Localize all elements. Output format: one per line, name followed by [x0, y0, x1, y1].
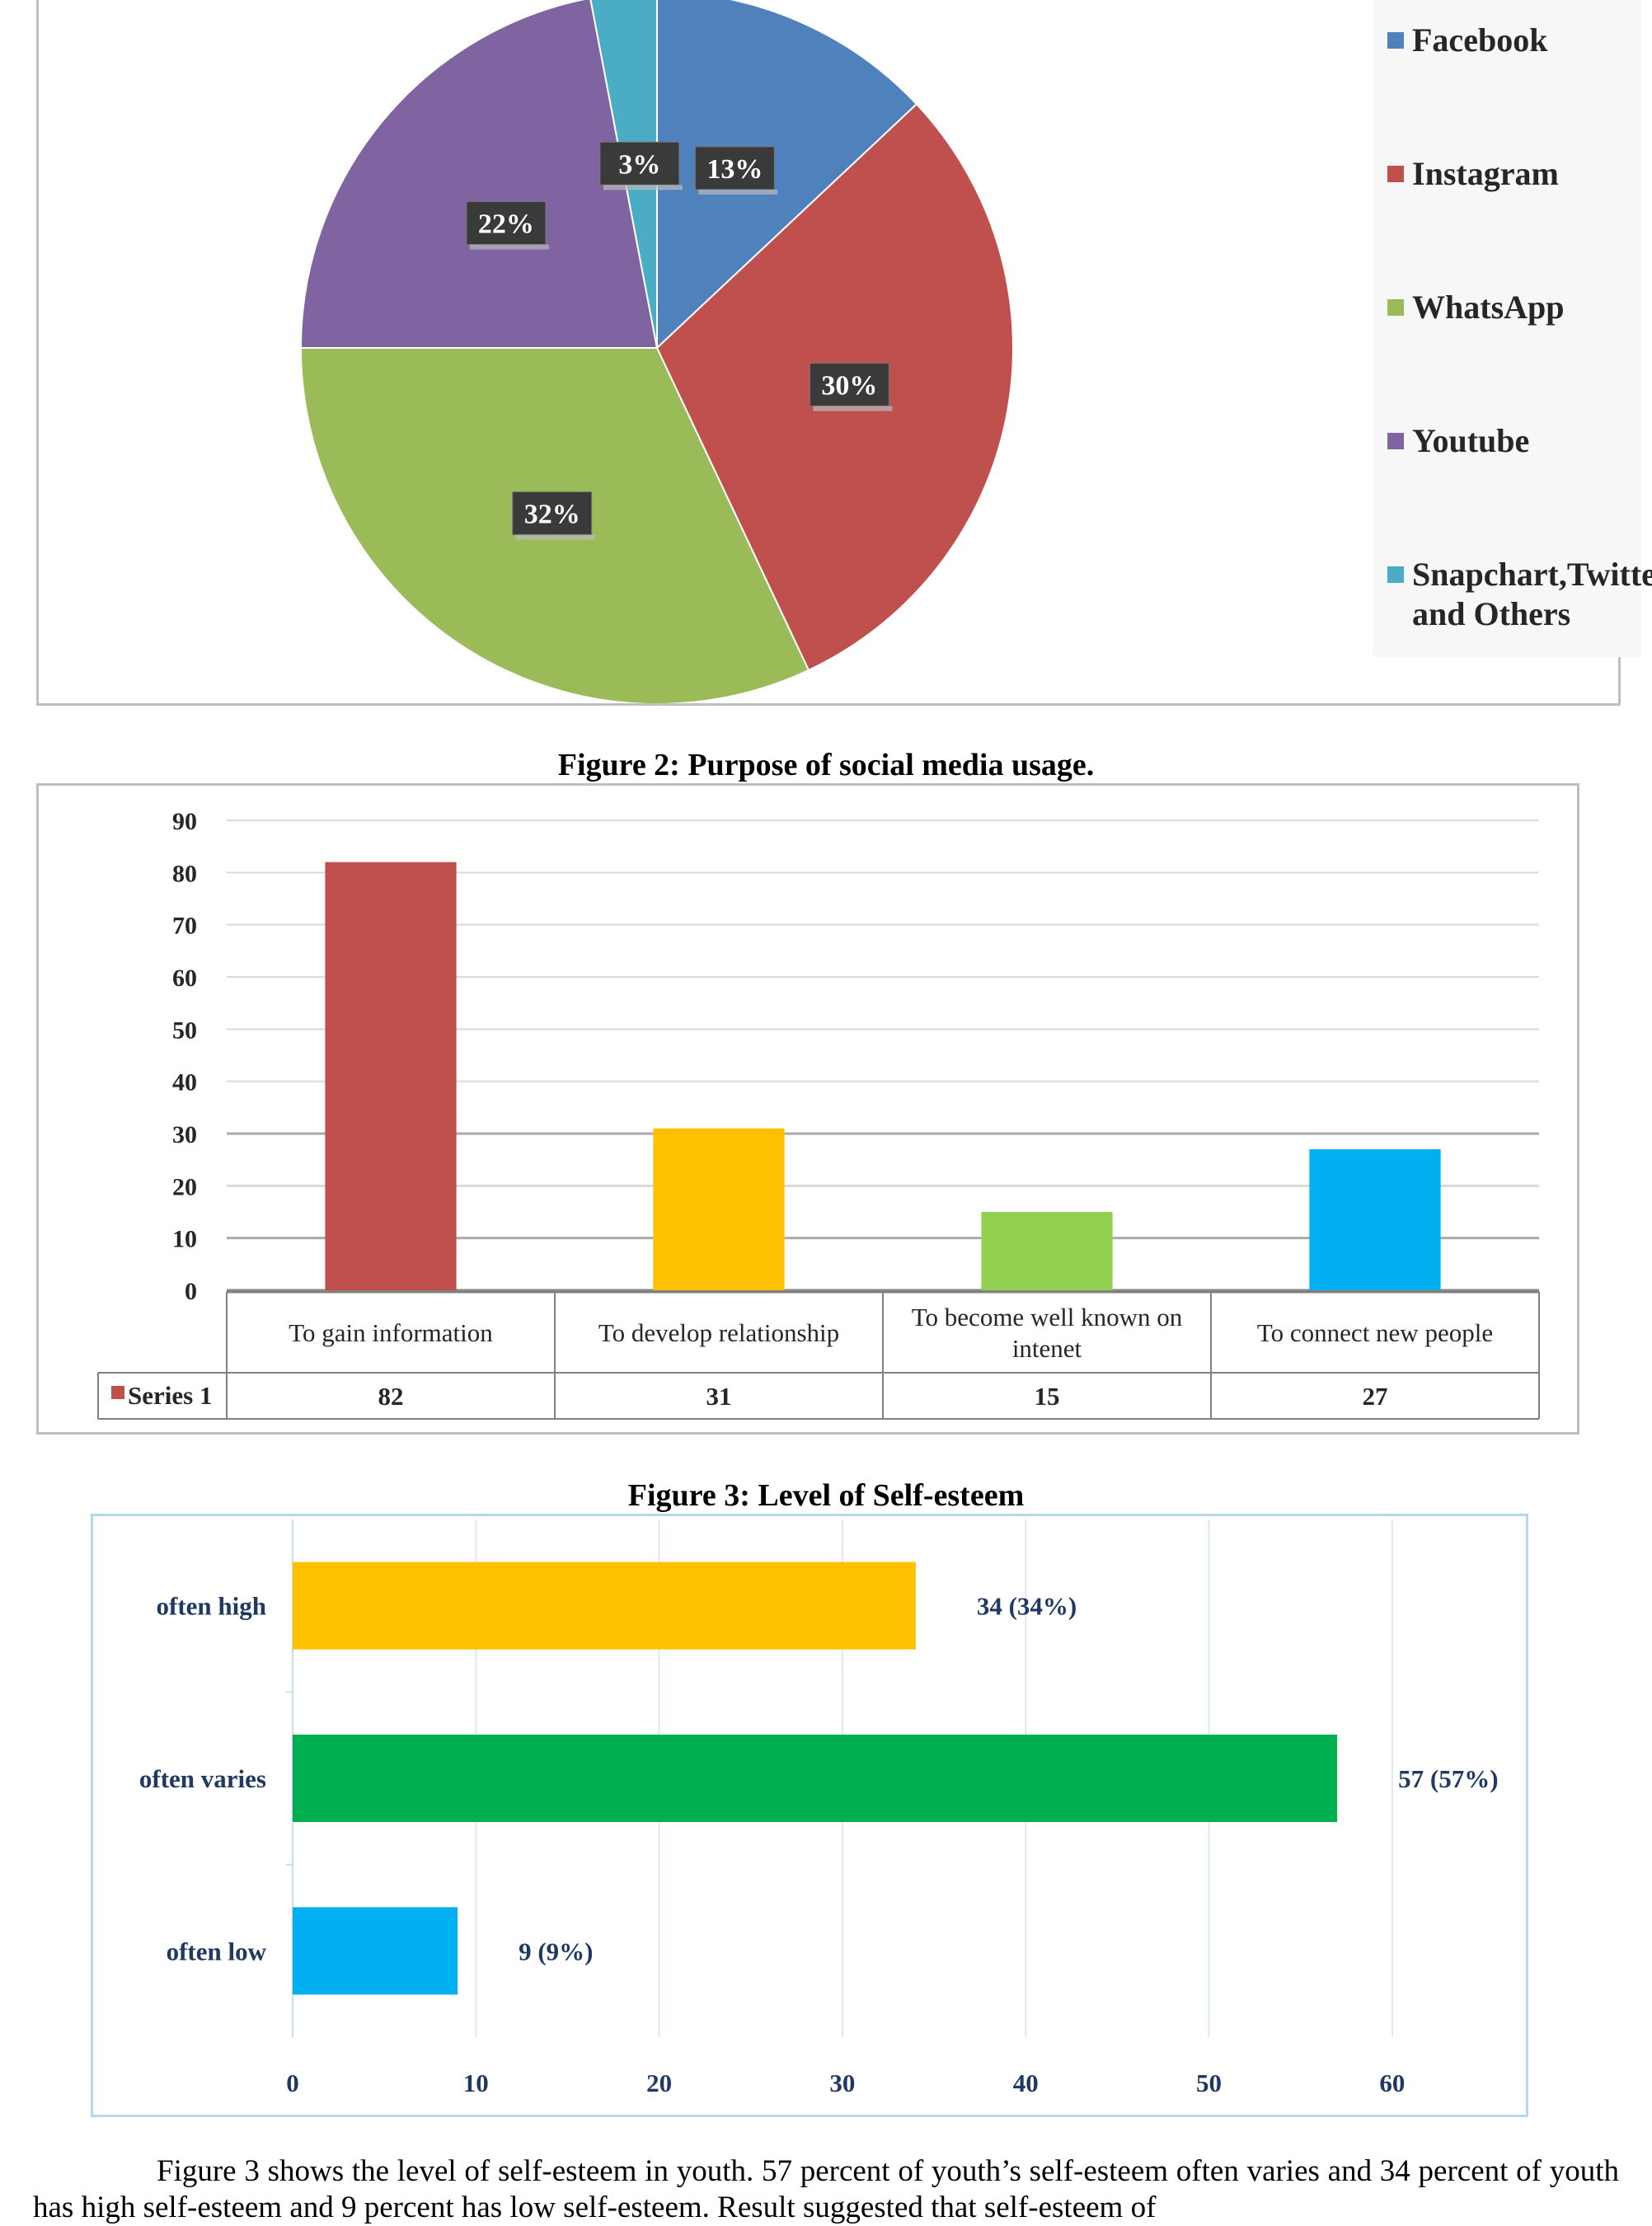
hbar-chart-frame: 0 10 20 30 40 50 60 often high 34 (34%) often var…	[91, 1514, 1528, 2117]
legend-item: WhatsApp	[1387, 288, 1635, 327]
y-tick-label: 30	[172, 1121, 197, 1148]
bar	[293, 1907, 458, 1995]
pie-chart-frame: 13% 30% 32% 22% 3% Facebook Instagram WhatsApp…	[36, 0, 1652, 706]
paragraph-text: Figure 3 shows the level of self-esteem …	[33, 2154, 1619, 2224]
bar	[293, 1561, 916, 1650]
bar	[1309, 1149, 1441, 1290]
bar	[325, 862, 457, 1290]
y-tick-label: 90	[172, 808, 197, 835]
y-tick-label: 70	[172, 913, 197, 940]
legend-item: Snapchart,Twitter and Others	[1387, 555, 1652, 634]
y-tick-label: 80	[172, 860, 197, 887]
legend-item: Facebook	[1387, 21, 1635, 60]
category-label: To develop relationship	[598, 1318, 839, 1347]
category-label: To connect new people	[1257, 1318, 1493, 1347]
legend-swatch	[1387, 166, 1404, 182]
y-tick-label: 20	[172, 1173, 197, 1200]
bar	[981, 1212, 1113, 1290]
category-label: often high	[157, 1592, 267, 1621]
legend-swatch	[1387, 566, 1404, 583]
pie-data-label: 30%	[809, 363, 893, 411]
figure-2-title: Figure 2: Purpose of social media usage.	[557, 748, 1095, 782]
legend-item: Instagram	[1387, 154, 1635, 194]
legend-swatch	[1387, 433, 1404, 449]
x-tick-label: 10	[463, 2069, 489, 2097]
pie-slice-snapchart-twitter-and-others	[589, 0, 658, 349]
data-label: 34 (34%)	[977, 1592, 1077, 1621]
pie-label-text: 32%	[524, 500, 580, 530]
pie-legend: Facebook Instagram WhatsApp Youtube Snapchar…	[1373, 0, 1652, 657]
category-label: To become well known on intenet	[912, 1303, 1183, 1363]
table-value: 15	[1035, 1382, 1060, 1411]
y-tick-label: 60	[172, 965, 197, 992]
pie-slice-youtube	[299, 0, 659, 349]
legend-swatch	[1387, 32, 1404, 49]
bar-chart: 0 10 20 30 40 50 60 70 80 90 To gain information 82…	[97, 808, 1540, 1420]
series-swatch	[111, 1386, 124, 1399]
category-label: often varies	[139, 1764, 266, 1793]
body-paragraph: Figure 3 shows the level of self-esteem …	[33, 2153, 1619, 2226]
pie-label-text: 13%	[706, 154, 763, 185]
legend-label: Instagram	[1412, 155, 1559, 192]
pie-chart: 13% 30% 32% 22% 3%	[299, 0, 1014, 703]
y-tick-label: 10	[172, 1226, 197, 1253]
figure-3-title: Figure 3: Level of Self-esteem	[627, 1478, 1025, 1513]
x-tick-label: 40	[1013, 2069, 1039, 2097]
table-value: 27	[1363, 1382, 1388, 1411]
x-tick-label: 60	[1379, 2069, 1405, 2097]
x-tick-label: 20	[646, 2069, 672, 2097]
legend-label: Snapchart,Twitter and Others	[1412, 556, 1652, 632]
legend-swatch	[1387, 299, 1404, 316]
legend-item: Youtube	[1387, 421, 1635, 461]
pie-data-label: 13%	[694, 146, 778, 195]
y-tick-label: 0	[185, 1278, 197, 1305]
x-tick-label: 30	[829, 2069, 855, 2097]
category-label: To gain information	[289, 1318, 493, 1347]
y-tick-label: 50	[172, 1017, 197, 1044]
bar	[653, 1128, 785, 1290]
pie-data-label: 3%	[599, 141, 683, 190]
legend-label: Facebook	[1412, 21, 1548, 59]
category-label: often low	[167, 1937, 267, 1965]
table-value: 31	[706, 1382, 732, 1411]
x-tick-label: 50	[1196, 2069, 1222, 2097]
bar-chart-frame: 0 10 20 30 40 50 60 70 80 90 To gain information 82…	[36, 783, 1579, 1435]
x-tick-label: 0	[286, 2069, 299, 2097]
legend-label: Youtube	[1412, 422, 1530, 459]
horizontal-bar-chart: 0 10 20 30 40 50 60 often high 34 (34%) often var…	[139, 1519, 1499, 2097]
table-value: 82	[378, 1382, 404, 1411]
pie-data-label: 32%	[512, 491, 595, 540]
pie-data-label: 22%	[466, 201, 549, 250]
pie-slice-facebook	[656, 0, 918, 350]
legend-label: WhatsApp	[1412, 289, 1565, 326]
bar	[293, 1735, 1338, 1822]
y-tick-label: 40	[172, 1069, 197, 1097]
pie-label-text: 22%	[478, 209, 534, 240]
data-label: 57 (57%)	[1398, 1764, 1498, 1793]
pie-label-text: 3%	[618, 149, 660, 180]
pie-label-text: 30%	[821, 371, 877, 402]
series-name: Series 1	[128, 1381, 212, 1410]
data-label: 9 (9%)	[519, 1937, 593, 1965]
